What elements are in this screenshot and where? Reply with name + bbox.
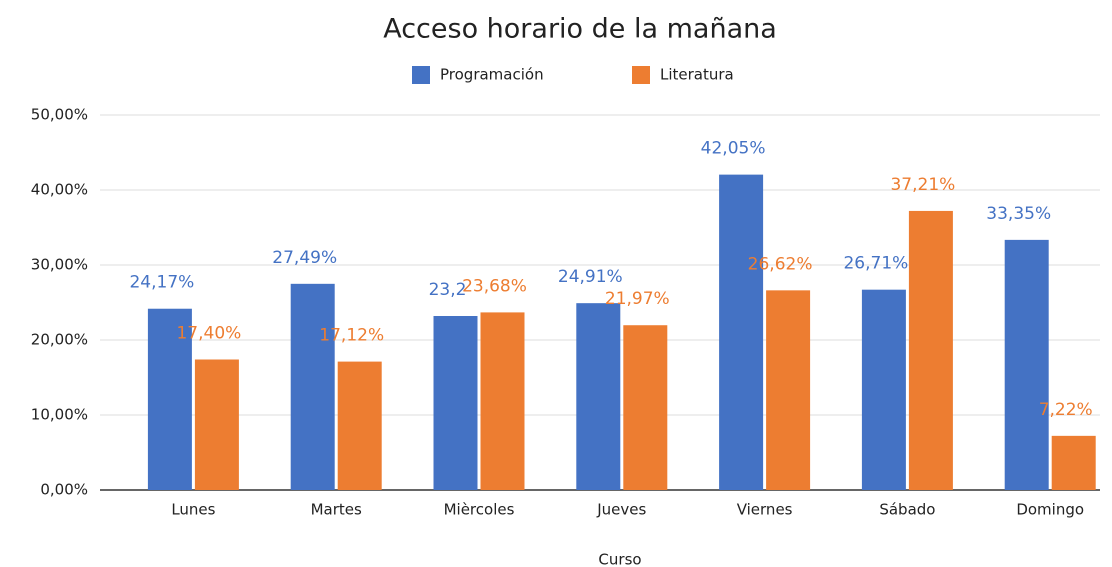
legend-label: Literatura xyxy=(660,66,734,84)
chart-title: Acceso horario de la mañana xyxy=(383,14,777,45)
bar xyxy=(719,174,764,490)
bar xyxy=(908,210,953,491)
x-tick-label: Domingo xyxy=(1016,501,1084,519)
data-label: 23,68% xyxy=(462,276,527,296)
bar xyxy=(433,316,478,490)
bar xyxy=(1051,435,1096,490)
bar xyxy=(290,283,335,490)
y-tick-label: 0,00% xyxy=(40,481,88,499)
data-label: 7,22% xyxy=(1039,400,1093,420)
bar xyxy=(576,303,621,490)
y-tick-label: 30,00% xyxy=(31,256,88,274)
data-label: 24,91% xyxy=(558,267,623,287)
x-tick-label: Martes xyxy=(311,501,362,519)
data-label: 24,17% xyxy=(129,273,194,293)
bar xyxy=(861,289,906,490)
bar xyxy=(623,325,668,490)
bar xyxy=(480,312,525,490)
data-label: 26,71% xyxy=(843,254,908,274)
legend-swatch xyxy=(412,66,430,84)
data-label: 42,05% xyxy=(701,139,766,159)
data-label: 17,40% xyxy=(176,324,241,344)
x-tick-label: Sábado xyxy=(879,501,935,519)
bar xyxy=(194,359,239,490)
bar xyxy=(766,290,811,490)
y-tick-label: 40,00% xyxy=(31,181,88,199)
data-label: 17,12% xyxy=(319,326,384,346)
x-tick-label: Viernes xyxy=(737,501,793,519)
data-label: 33,35% xyxy=(986,204,1051,224)
bar xyxy=(147,308,192,490)
y-tick-label: 10,00% xyxy=(31,406,88,424)
x-axis-label: Curso xyxy=(598,551,641,567)
data-label: 23,2 xyxy=(429,280,467,300)
data-label: 26,62% xyxy=(748,254,813,274)
legend-label: Programación xyxy=(440,66,544,84)
y-tick-label: 50,00% xyxy=(31,106,88,124)
data-label: 37,21% xyxy=(890,175,955,195)
data-label: 27,49% xyxy=(272,248,337,268)
x-tick-label: Lunes xyxy=(171,501,215,519)
y-tick-label: 20,00% xyxy=(31,331,88,349)
legend-swatch xyxy=(632,66,650,84)
data-label: 21,97% xyxy=(605,289,670,309)
bar xyxy=(337,361,382,490)
x-tick-label: Jueves xyxy=(596,501,646,519)
bar xyxy=(1004,239,1049,490)
x-tick-label: Mièrcoles xyxy=(444,501,515,519)
